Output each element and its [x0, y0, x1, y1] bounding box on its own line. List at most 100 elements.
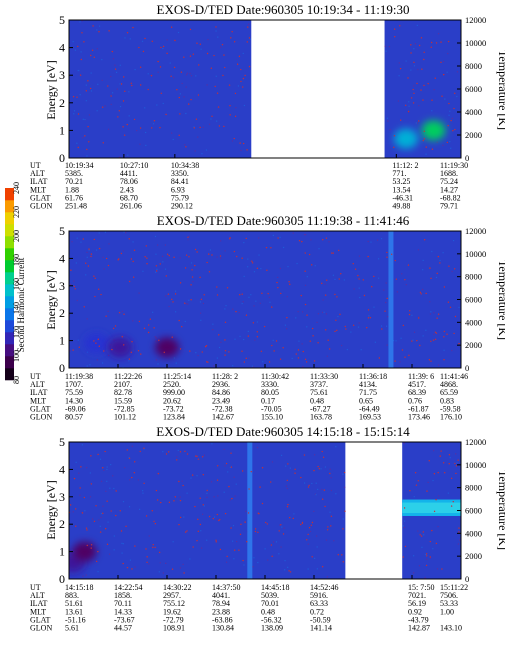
orbit-cell: 1.00: [440, 607, 454, 616]
temperature-point: [431, 99, 433, 101]
temperature-point: [275, 340, 278, 342]
noise-dot: [444, 98, 446, 100]
noise-dot: [393, 339, 395, 342]
temperature-point: [414, 472, 417, 474]
temperature-point: [335, 319, 337, 321]
temperature-point: [240, 68, 242, 71]
orbit-cell: 3330.: [261, 380, 279, 389]
energy-band-core: [402, 502, 461, 513]
temperature-point: [443, 286, 446, 288]
noise-dot: [144, 107, 146, 109]
temperature-point: [95, 342, 97, 344]
temperature-point: [238, 549, 240, 551]
temperature-point: [300, 294, 302, 297]
temperature-point: [431, 148, 434, 150]
noise-dot: [192, 281, 194, 283]
noise-dot: [142, 492, 144, 494]
hot-spot: [107, 337, 132, 358]
orbit-cell: 173.46: [408, 413, 430, 422]
temperature-point: [240, 80, 242, 83]
temperature-point: [443, 336, 445, 338]
temperature-point: [157, 472, 160, 475]
orbit-cell: 4041.: [212, 591, 230, 600]
noise-dot: [389, 129, 391, 131]
panel-2: EXOS-D/TED Date:960305 11:19:38 - 11:41:…: [30, 213, 505, 422]
temperature-point: [386, 297, 388, 300]
noise-dot: [225, 305, 227, 307]
panel-1-ylabel: Energy [eV]: [44, 60, 58, 119]
noise-dot: [271, 461, 274, 463]
noise-dot: [185, 303, 187, 305]
noise-dot: [405, 60, 407, 62]
noise-dot: [416, 122, 419, 124]
temperature-point: [131, 84, 133, 87]
noise-dot: [302, 365, 304, 368]
temperature-point: [421, 68, 423, 70]
noise-dot: [413, 48, 415, 50]
temperature-point: [412, 102, 415, 104]
temperature-point: [447, 301, 450, 303]
temperature-point: [171, 298, 173, 301]
noise-dot: [231, 140, 234, 142]
temperature-point: [409, 490, 411, 492]
temperature-point: [434, 338, 437, 341]
temperature-point: [362, 279, 364, 281]
noise-dot: [314, 493, 316, 495]
noise-dot: [184, 144, 186, 146]
noise-dot: [112, 58, 115, 60]
temperature-point: [425, 564, 428, 567]
temperature-point: [273, 350, 275, 352]
temperature-point: [87, 80, 89, 82]
orbit-cell: 0.48: [310, 396, 324, 405]
temperature-point: [271, 306, 273, 308]
temperature-point: [80, 58, 83, 61]
noise-dot: [286, 487, 288, 490]
temperature-point: [254, 530, 257, 533]
temperature-point: [295, 353, 297, 355]
noise-dot: [193, 126, 195, 128]
temperature-point: [189, 350, 191, 352]
temperature-point: [111, 50, 114, 53]
temperature-point: [402, 556, 404, 558]
noise-dot: [284, 324, 287, 326]
temperature-point: [435, 332, 438, 334]
noise-dot: [448, 114, 450, 116]
noise-dot: [413, 572, 415, 574]
noise-dot: [295, 317, 297, 319]
temperature-point: [186, 530, 188, 532]
noise-dot: [98, 25, 101, 27]
noise-dot: [172, 541, 174, 543]
noise-dot: [145, 144, 147, 147]
temperature-point: [419, 534, 421, 536]
noise-dot: [136, 129, 138, 132]
noise-dot: [344, 486, 346, 488]
temperature-point: [73, 285, 76, 288]
noise-dot: [179, 496, 181, 498]
temperature-point: [90, 255, 92, 258]
temperature-point: [415, 484, 418, 486]
temperature-point: [246, 41, 248, 43]
temperature-point: [436, 317, 438, 319]
temperature-point: [244, 74, 246, 77]
noise-dot: [233, 558, 235, 560]
noise-dot: [132, 320, 134, 322]
colorbar-cell: [5, 260, 14, 273]
noise-dot: [424, 577, 426, 579]
y-tick-label: 3: [59, 279, 65, 293]
panel-1-y2label: Temperature [K]: [496, 50, 505, 130]
orbit-cell: 23.49: [212, 396, 230, 405]
noise-dot: [423, 534, 425, 536]
temperature-point: [248, 488, 250, 490]
orbit-cell: 0.65: [359, 396, 373, 405]
y2-tick-label: 6000: [465, 506, 482, 516]
temperature-point: [120, 83, 123, 85]
temperature-point: [215, 26, 217, 28]
noise-dot: [156, 268, 158, 270]
noise-dot: [281, 526, 283, 528]
orbit-cell: -73.72: [163, 404, 184, 413]
temperature-point: [317, 465, 319, 468]
temperature-point: [446, 141, 449, 144]
noise-dot: [254, 339, 256, 341]
orbit-cell: -63.86: [212, 615, 233, 624]
temperature-point: [455, 472, 457, 475]
